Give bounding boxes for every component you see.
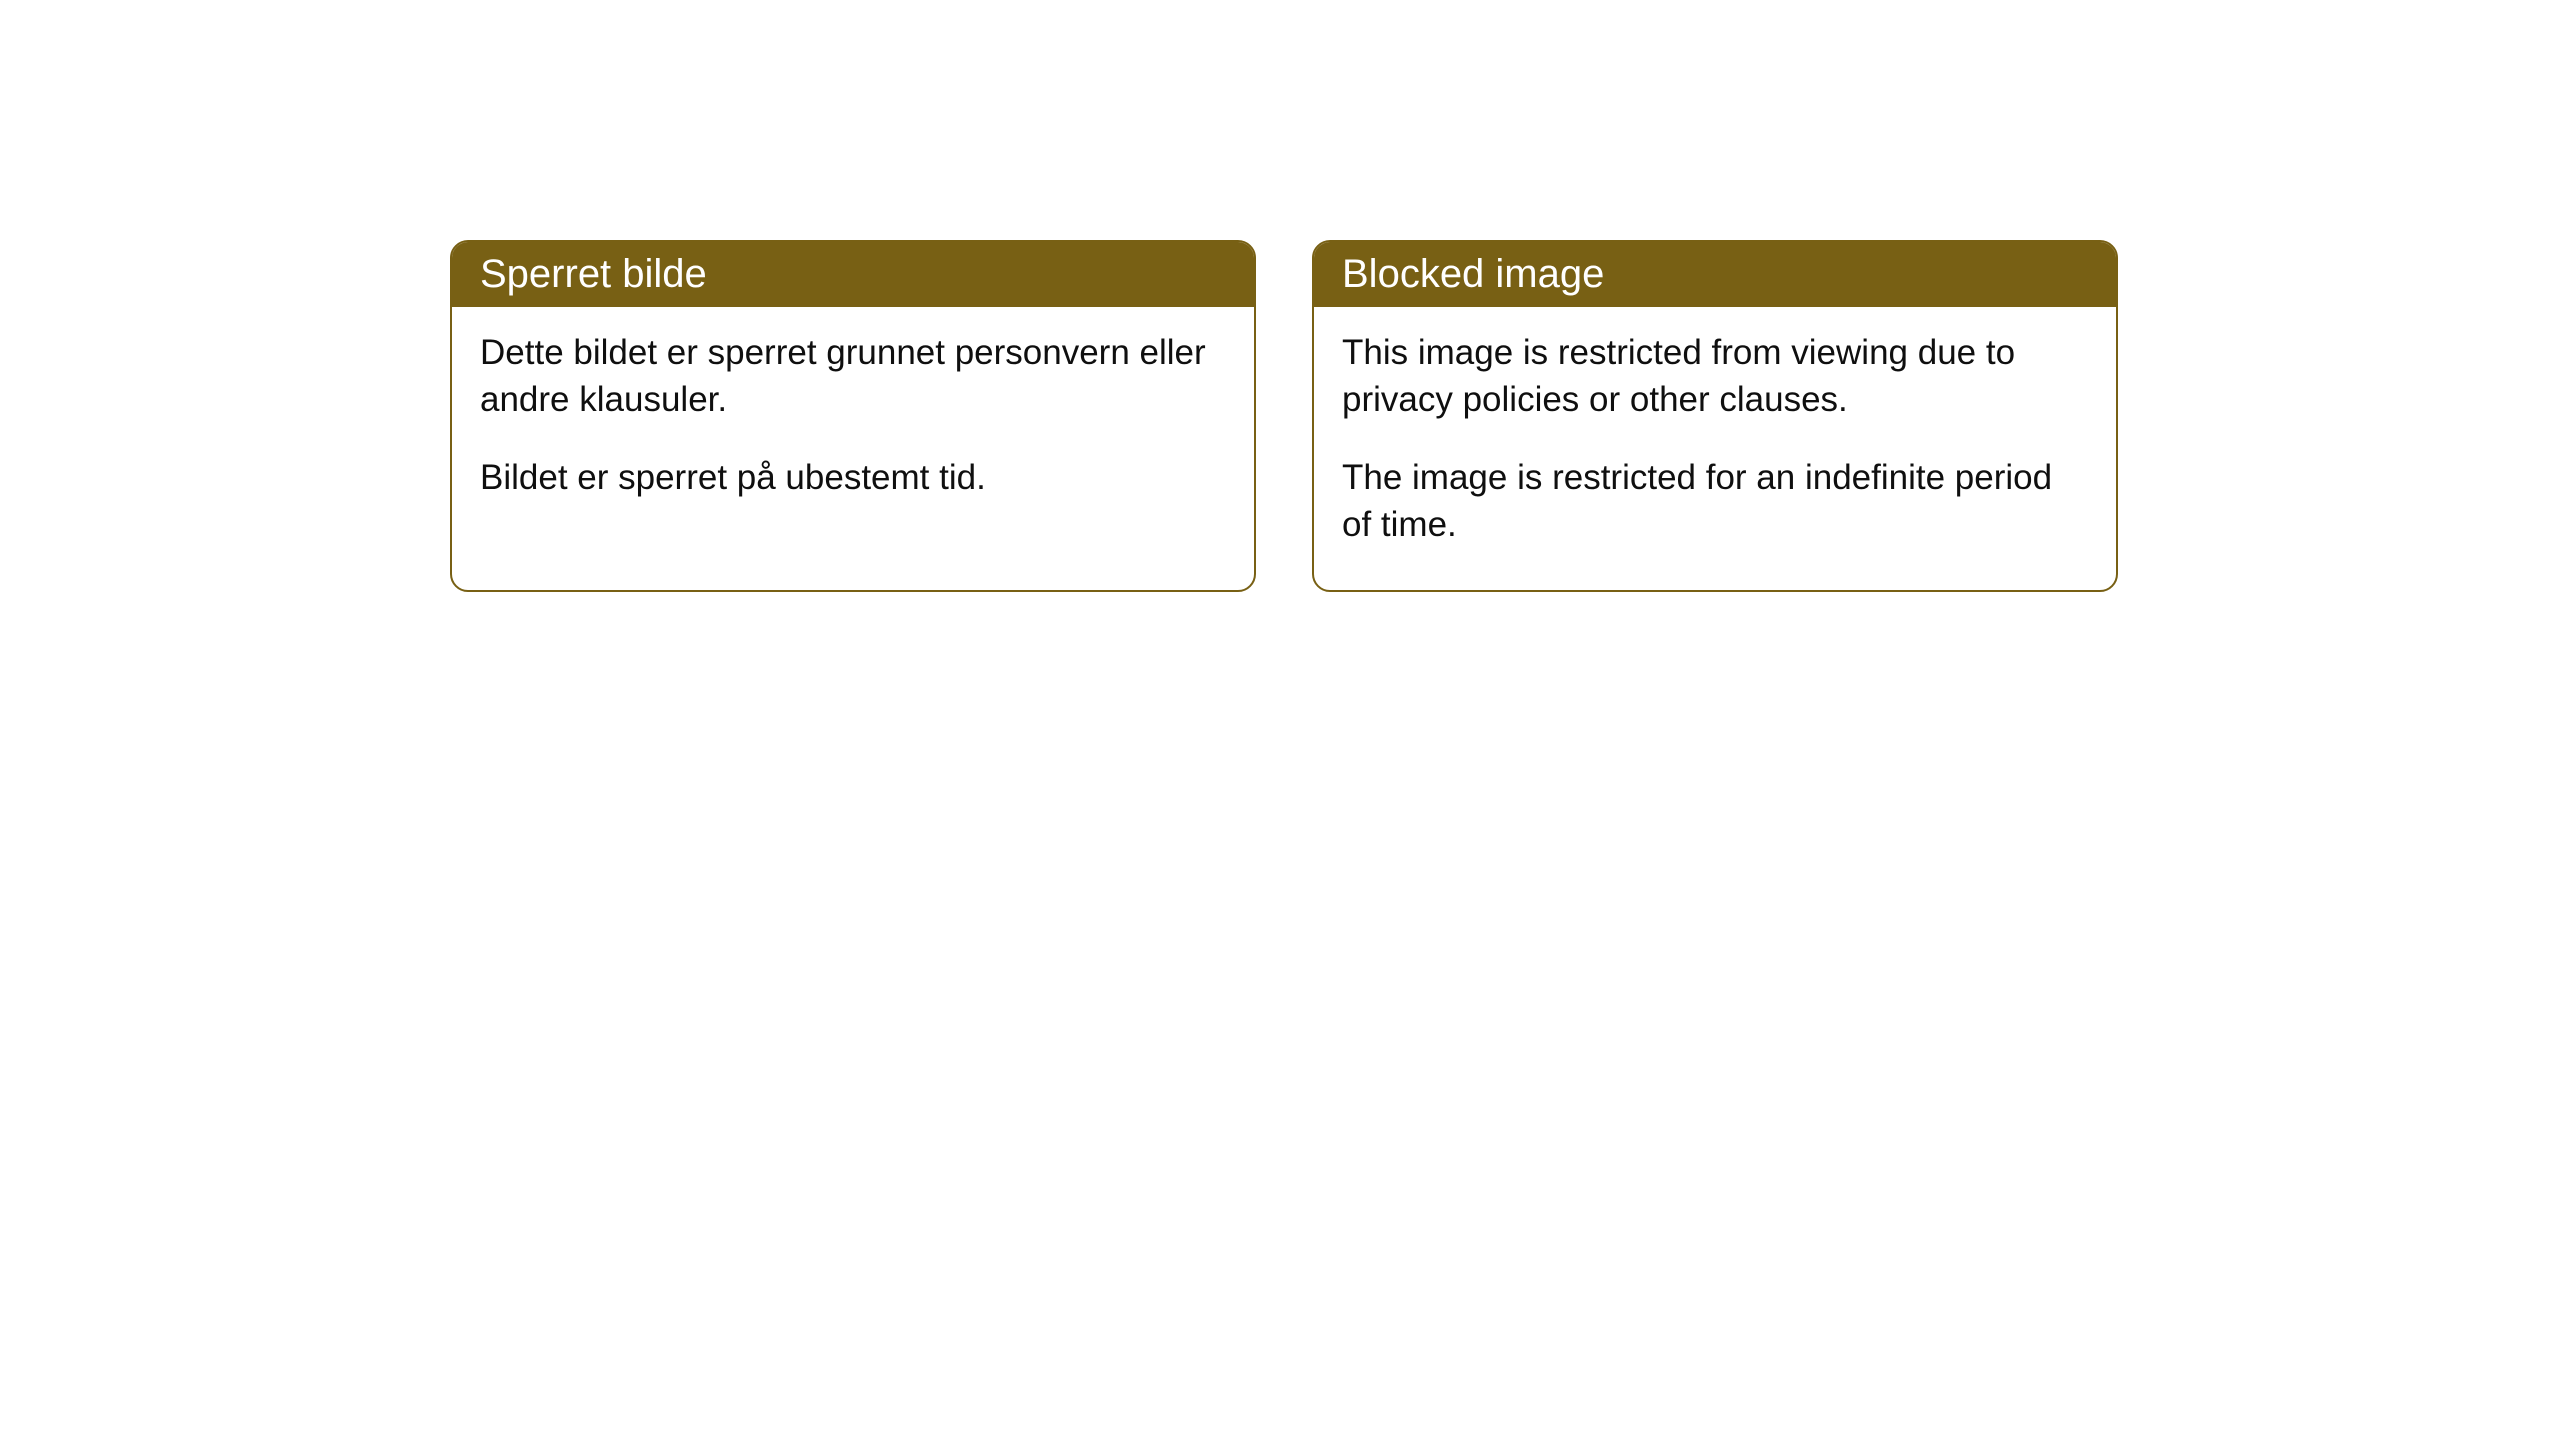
card-title: Sperret bilde bbox=[480, 252, 707, 296]
notice-paragraph: This image is restricted from viewing du… bbox=[1342, 329, 2088, 424]
card-body: This image is restricted from viewing du… bbox=[1314, 307, 2116, 590]
notice-paragraph: Dette bildet er sperret grunnet personve… bbox=[480, 329, 1226, 424]
card-header: Sperret bilde bbox=[452, 242, 1254, 307]
notice-paragraph: Bildet er sperret på ubestemt tid. bbox=[480, 454, 1226, 501]
blocked-image-card-english: Blocked image This image is restricted f… bbox=[1312, 240, 2118, 592]
card-body: Dette bildet er sperret grunnet personve… bbox=[452, 307, 1254, 543]
notice-paragraph: The image is restricted for an indefinit… bbox=[1342, 454, 2088, 549]
card-header: Blocked image bbox=[1314, 242, 2116, 307]
card-title: Blocked image bbox=[1342, 252, 1604, 296]
blocked-image-card-norwegian: Sperret bilde Dette bildet er sperret gr… bbox=[450, 240, 1256, 592]
notice-cards-container: Sperret bilde Dette bildet er sperret gr… bbox=[450, 240, 2118, 592]
